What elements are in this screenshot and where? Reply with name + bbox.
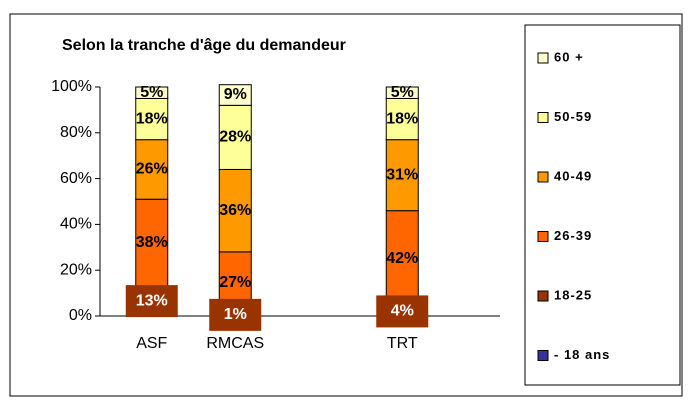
data-label: 1% [224,306,247,323]
y-tick-label: 0% [69,307,92,324]
legend-swatch [537,290,549,302]
legend-label: 18-25 [554,287,592,302]
legend-label: 60 + [554,49,584,64]
legend-swatch [537,231,549,242]
y-tick-label: 20% [60,261,92,278]
y-tick-label: 40% [60,216,92,233]
legend-label: 26-39 [554,228,592,243]
legend-swatch [537,171,549,183]
y-tick-label: 60% [60,170,92,187]
bar-segment [218,104,252,170]
legend-swatch [537,52,549,64]
data-label: 18% [136,110,168,127]
data-label: 5% [140,84,163,101]
data-label: 27% [219,274,251,291]
y-tick-label: 100% [51,78,92,95]
data-label: 9% [224,86,247,103]
data-label-box [125,285,178,318]
legend-frame [524,24,681,386]
data-label: 31% [386,166,418,183]
bar-segment [385,86,419,99]
bar-segment [385,210,419,308]
legend-swatch [537,112,549,123]
data-label: 36% [219,202,251,219]
data-label-box [376,295,429,328]
data-label: 26% [136,161,168,178]
data-label: 42% [386,250,418,267]
y-tick-label: 80% [60,124,92,141]
x-tick-label: TRT [387,335,418,352]
data-label: 18% [386,110,418,127]
bar-segment [218,168,252,253]
legend-label: - 18 ans [554,347,610,362]
data-label-box [209,298,262,331]
bar-segment [135,86,169,99]
data-label: 38% [136,234,168,251]
x-tick-label: RMCAS [206,335,264,352]
data-label: 13% [136,292,168,309]
bar-segment [218,84,252,106]
chart-title: Selon la tranche d'âge du demandeur [62,37,346,54]
legend-swatch [537,350,549,361]
data-label: 4% [391,303,414,320]
legend-label: 50-59 [554,109,592,124]
legend-label: 40-49 [554,168,592,183]
data-label: 5% [391,84,414,101]
data-label: 28% [219,129,251,146]
bar-segment [135,97,169,141]
x-tick-label: ASF [136,335,167,352]
bar-segment [385,97,419,141]
bar-segment [135,198,169,287]
